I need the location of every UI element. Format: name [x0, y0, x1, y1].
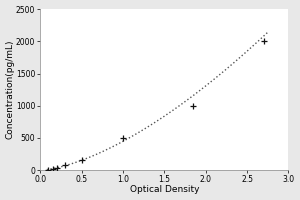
Y-axis label: Concentration(pg/mL): Concentration(pg/mL) [6, 40, 15, 139]
X-axis label: Optical Density: Optical Density [130, 185, 199, 194]
